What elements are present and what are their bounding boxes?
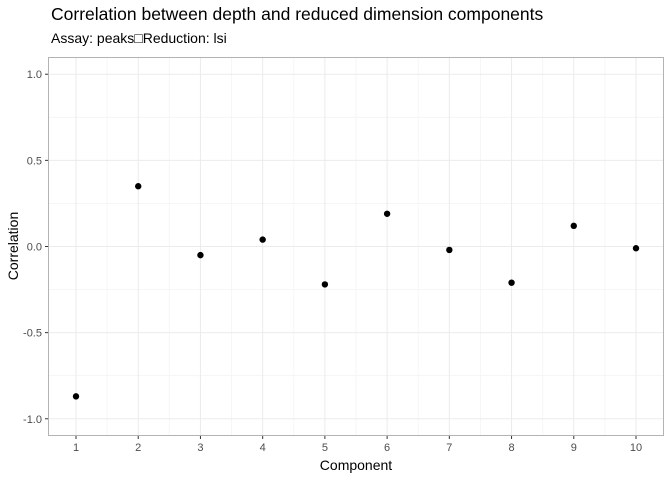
y-axis-title: Correlation: [5, 212, 21, 280]
chart-title: Correlation between depth and reduced di…: [51, 4, 544, 24]
data-point: [197, 251, 204, 259]
x-tick-label: 2: [135, 442, 141, 454]
y-tick-label: 0.0: [27, 242, 42, 254]
x-axis-title: Component: [320, 457, 392, 473]
x-tick-label: 1: [73, 442, 79, 454]
y-axis: 1.0 0.5 0.0 -0.5 -1.0: [23, 69, 48, 426]
data-point: [383, 210, 391, 217]
x-tick-label: 8: [508, 442, 514, 454]
data-point: [446, 246, 453, 254]
y-tick-label: -0.5: [23, 328, 42, 340]
chart-subtitle: Assay: peaks□Reduction: lsi: [51, 30, 227, 46]
data-point: [72, 393, 80, 400]
x-tick-label: 6: [384, 442, 390, 454]
x-tick-label: 4: [260, 442, 266, 454]
data-point: [321, 281, 329, 288]
x-tick-label: 7: [446, 442, 452, 454]
data-point: [259, 236, 266, 243]
x-axis: 1 2 3 4 5 6 7 8 9 10: [73, 436, 642, 454]
data-point: [135, 183, 142, 190]
grid-minor: [48, 57, 664, 436]
y-tick-label: 1.0: [27, 69, 42, 81]
x-tick-label: 9: [571, 442, 577, 454]
x-tick-label: 5: [322, 442, 328, 454]
grid-major: [48, 57, 664, 436]
data-points: [72, 183, 640, 400]
x-tick-label: 3: [197, 442, 203, 454]
x-tick-label: 10: [630, 442, 642, 454]
panel-border: [48, 57, 664, 436]
y-tick-label: -1.0: [23, 414, 42, 426]
data-point: [508, 279, 515, 286]
data-point: [632, 245, 640, 252]
data-point: [570, 222, 577, 230]
y-tick-label: 0.5: [27, 155, 42, 167]
